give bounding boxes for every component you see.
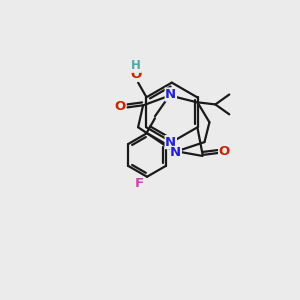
- Text: O: O: [115, 100, 126, 113]
- Text: O: O: [219, 146, 230, 158]
- Text: N: N: [165, 136, 176, 148]
- Text: N: N: [165, 88, 176, 101]
- Text: F: F: [134, 177, 144, 190]
- Text: N: N: [170, 146, 181, 160]
- Text: H: H: [131, 59, 141, 72]
- Text: O: O: [130, 68, 142, 81]
